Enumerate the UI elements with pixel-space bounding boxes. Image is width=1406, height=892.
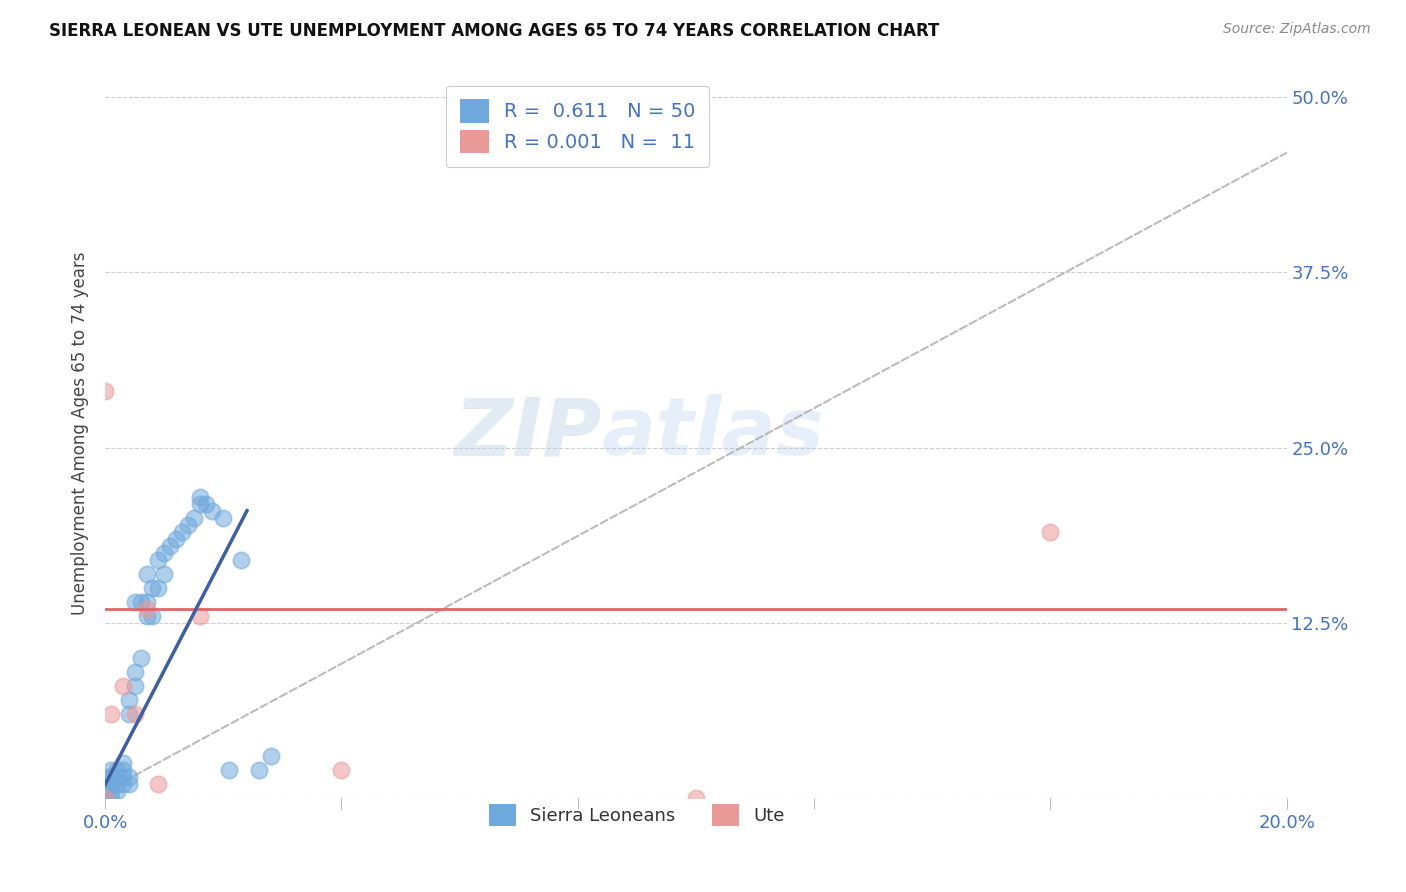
Point bbox=[105, 764, 128, 778]
Y-axis label: Unemployment Among Ages 65 to 74 years: Unemployment Among Ages 65 to 74 years bbox=[72, 252, 89, 615]
Point bbox=[94, 784, 117, 798]
Point bbox=[124, 595, 146, 609]
Point bbox=[118, 693, 141, 707]
Point bbox=[94, 777, 117, 791]
Point bbox=[194, 497, 217, 511]
Point bbox=[159, 539, 181, 553]
Point bbox=[100, 764, 122, 778]
Point bbox=[118, 770, 141, 784]
Point bbox=[165, 532, 187, 546]
Point bbox=[259, 749, 281, 764]
Point bbox=[124, 665, 146, 679]
Point bbox=[111, 756, 134, 771]
Point bbox=[188, 497, 211, 511]
Point bbox=[118, 707, 141, 722]
Point bbox=[212, 510, 235, 524]
Text: SIERRA LEONEAN VS UTE UNEMPLOYMENT AMONG AGES 65 TO 74 YEARS CORRELATION CHART: SIERRA LEONEAN VS UTE UNEMPLOYMENT AMONG… bbox=[49, 22, 939, 40]
Point bbox=[94, 784, 117, 798]
Point bbox=[247, 764, 270, 778]
Point bbox=[124, 707, 146, 722]
Point bbox=[1039, 524, 1062, 539]
Point bbox=[685, 791, 707, 805]
Point bbox=[100, 770, 122, 784]
Point bbox=[148, 553, 170, 567]
Text: atlas: atlas bbox=[602, 394, 824, 473]
Point bbox=[170, 524, 193, 539]
Point bbox=[135, 595, 157, 609]
Point bbox=[188, 609, 211, 624]
Point bbox=[218, 764, 240, 778]
Point bbox=[100, 784, 122, 798]
Point bbox=[118, 777, 141, 791]
Point bbox=[100, 777, 122, 791]
Point bbox=[141, 609, 163, 624]
Point bbox=[141, 581, 163, 595]
Legend: Sierra Leoneans, Ute: Sierra Leoneans, Ute bbox=[482, 797, 792, 833]
Point bbox=[135, 566, 157, 581]
Point bbox=[94, 791, 117, 805]
Point bbox=[100, 791, 122, 805]
Point bbox=[111, 764, 134, 778]
Point bbox=[129, 595, 152, 609]
Point bbox=[135, 609, 157, 624]
Point bbox=[183, 510, 205, 524]
Point bbox=[129, 651, 152, 665]
Point bbox=[94, 384, 117, 399]
Point bbox=[135, 602, 157, 616]
Point bbox=[94, 770, 117, 784]
Point bbox=[94, 791, 117, 805]
Point bbox=[330, 764, 353, 778]
Point bbox=[153, 546, 176, 560]
Point bbox=[177, 517, 200, 532]
Point bbox=[153, 566, 176, 581]
Point bbox=[111, 770, 134, 784]
Point bbox=[188, 490, 211, 504]
Point bbox=[105, 777, 128, 791]
Point bbox=[100, 707, 122, 722]
Point bbox=[124, 679, 146, 693]
Point bbox=[200, 504, 222, 518]
Point bbox=[229, 553, 252, 567]
Point bbox=[148, 581, 170, 595]
Point bbox=[111, 777, 134, 791]
Point bbox=[94, 791, 117, 805]
Point bbox=[148, 777, 170, 791]
Point bbox=[111, 679, 134, 693]
Text: ZIP: ZIP bbox=[454, 394, 602, 473]
Text: Source: ZipAtlas.com: Source: ZipAtlas.com bbox=[1223, 22, 1371, 37]
Point bbox=[105, 784, 128, 798]
